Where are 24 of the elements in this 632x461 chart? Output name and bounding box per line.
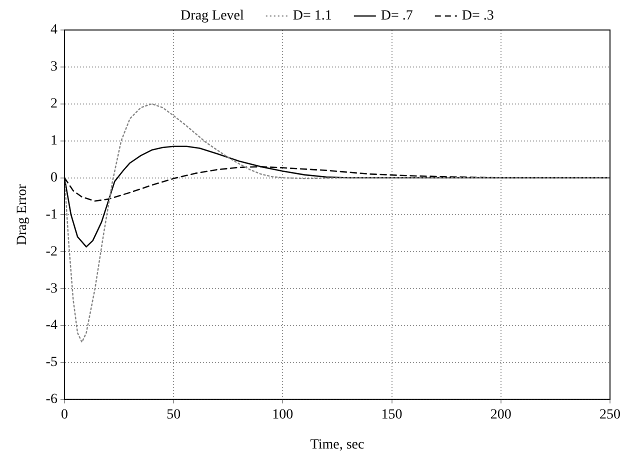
x-tick-label: 100 xyxy=(272,407,294,422)
legend-title: Drag Level xyxy=(180,8,244,24)
y-tick-label: 1 xyxy=(50,133,58,148)
legend-label: D= 1.1 xyxy=(292,8,332,24)
legend-label: D= .3 xyxy=(462,8,494,24)
x-tick-label: 50 xyxy=(166,407,181,422)
x-tick-label: 200 xyxy=(490,407,512,422)
y-tick-label: 3 xyxy=(50,60,58,75)
x-tick-label: 250 xyxy=(600,407,620,422)
x-tick-label: 0 xyxy=(60,407,68,422)
legend-label: D= .7 xyxy=(380,8,413,24)
x-axis-title: Time, sec xyxy=(310,437,364,452)
y-tick-label: 0 xyxy=(50,170,58,186)
y-tick-label: -4 xyxy=(46,318,58,334)
x-tick-label: 150 xyxy=(381,407,402,422)
y-tick-label: -2 xyxy=(46,244,58,260)
y-tick-label: -3 xyxy=(46,281,58,296)
y-tick-label: -5 xyxy=(46,355,58,370)
y-axis-title: Drag Error xyxy=(15,184,30,246)
line-series xyxy=(64,103,610,343)
y-tick-label: -1 xyxy=(46,207,58,222)
y-tick-label: -6 xyxy=(46,392,58,408)
y-tick-label: 4 xyxy=(50,22,58,38)
y-tick-label: 2 xyxy=(50,96,58,112)
